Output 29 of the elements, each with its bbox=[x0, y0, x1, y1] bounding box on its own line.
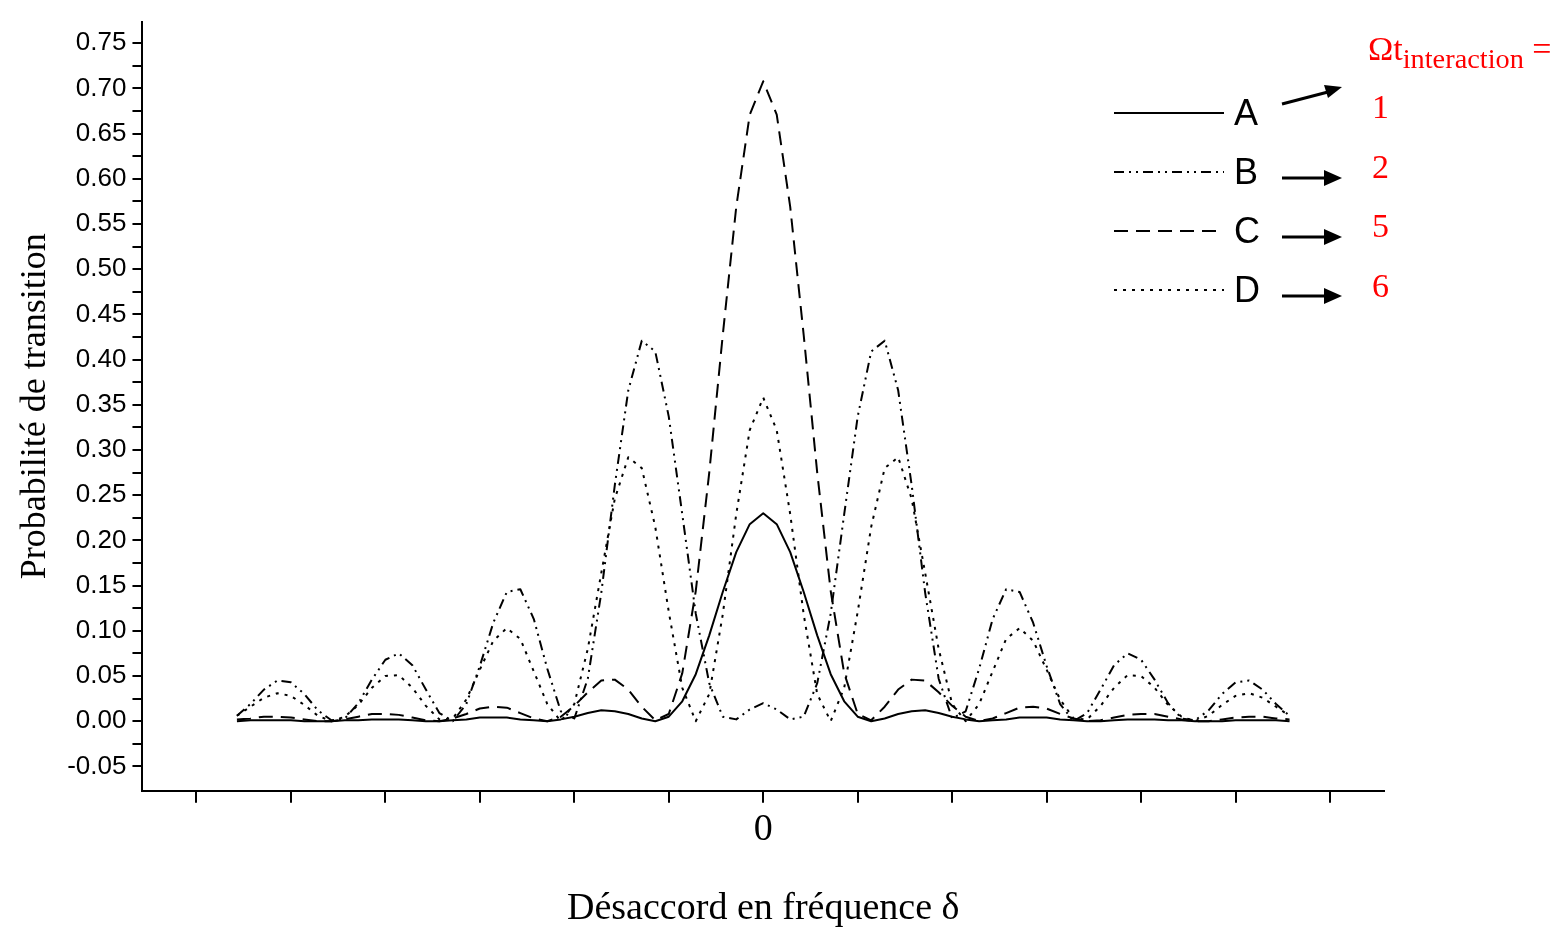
y-tick-label: 0.05 bbox=[75, 659, 127, 690]
annotation: Ωt$_{interaction}$ = bbox=[1368, 30, 1552, 75]
legend-label: B bbox=[1234, 151, 1259, 193]
y-tick-label: 0.20 bbox=[75, 523, 127, 554]
x-axis-title: Désaccord en fréquence δ bbox=[567, 885, 960, 928]
y-tick-label: 0.25 bbox=[75, 478, 127, 509]
annotation: 2 bbox=[1372, 147, 1389, 186]
y-tick-label: 0.00 bbox=[75, 704, 127, 735]
annotation: 5 bbox=[1372, 207, 1389, 245]
legend-label: A bbox=[1234, 92, 1259, 134]
y-tick-label: 0.35 bbox=[75, 388, 127, 419]
y-tick-label: 0.30 bbox=[75, 433, 127, 464]
legend-label: C bbox=[1234, 210, 1260, 252]
legend-label: D bbox=[1234, 269, 1260, 311]
y-tick-label: 0.40 bbox=[75, 342, 127, 373]
y-tick-label: 0.50 bbox=[75, 252, 127, 283]
y-tick-label: 0.75 bbox=[75, 26, 127, 57]
y-tick-label: 0.55 bbox=[75, 207, 127, 238]
y-tick-label: 0.15 bbox=[75, 568, 127, 599]
annotation: 6 bbox=[1372, 266, 1389, 305]
y-tick-label: 0.60 bbox=[75, 162, 127, 193]
y-tick-label: -0.05 bbox=[67, 749, 127, 780]
y-axis-title: Probabilité de transition bbox=[13, 233, 54, 580]
y-tick-label: 0.65 bbox=[75, 116, 127, 147]
y-tick-label: 0.10 bbox=[75, 613, 127, 644]
annotation: 1 bbox=[1372, 88, 1389, 126]
x-tick-label: 0 bbox=[753, 805, 773, 848]
y-tick-label: 0.45 bbox=[75, 297, 127, 328]
y-tick-label: 0.70 bbox=[75, 71, 127, 102]
